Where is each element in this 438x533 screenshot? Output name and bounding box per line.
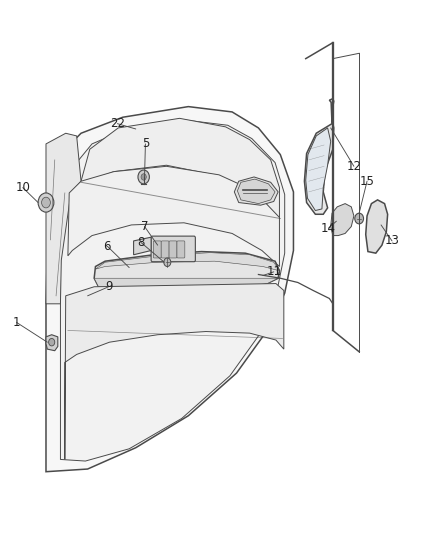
Text: 12: 12 [346,160,361,173]
Polygon shape [46,107,293,472]
Circle shape [164,258,171,266]
Polygon shape [60,120,285,461]
Polygon shape [237,179,275,204]
Circle shape [355,213,364,224]
Polygon shape [68,166,279,266]
Polygon shape [81,118,279,219]
Polygon shape [331,204,354,236]
Text: 6: 6 [103,240,111,253]
Text: 13: 13 [385,235,399,247]
FancyBboxPatch shape [153,241,161,258]
Polygon shape [65,284,284,459]
Text: 11: 11 [266,265,281,278]
Polygon shape [234,177,278,205]
Circle shape [141,174,146,180]
FancyBboxPatch shape [151,236,195,262]
Polygon shape [134,237,151,255]
Text: 10: 10 [15,181,30,194]
FancyBboxPatch shape [177,241,185,258]
Text: 5: 5 [142,138,149,150]
Text: 8: 8 [138,236,145,249]
Text: 1: 1 [13,316,21,329]
Polygon shape [94,252,279,292]
FancyBboxPatch shape [169,241,177,258]
Polygon shape [46,335,58,351]
Text: 22: 22 [110,117,125,130]
Circle shape [38,193,54,212]
Circle shape [49,338,55,346]
Polygon shape [94,261,279,292]
Polygon shape [95,253,279,271]
Text: 15: 15 [360,175,374,188]
Polygon shape [46,133,81,304]
Text: 14: 14 [321,222,336,235]
Text: 7: 7 [141,220,148,233]
Polygon shape [304,99,334,214]
Text: 9: 9 [105,280,113,293]
FancyBboxPatch shape [161,241,169,258]
Polygon shape [366,200,388,253]
Polygon shape [306,128,331,211]
Circle shape [138,170,149,184]
Circle shape [42,197,50,208]
